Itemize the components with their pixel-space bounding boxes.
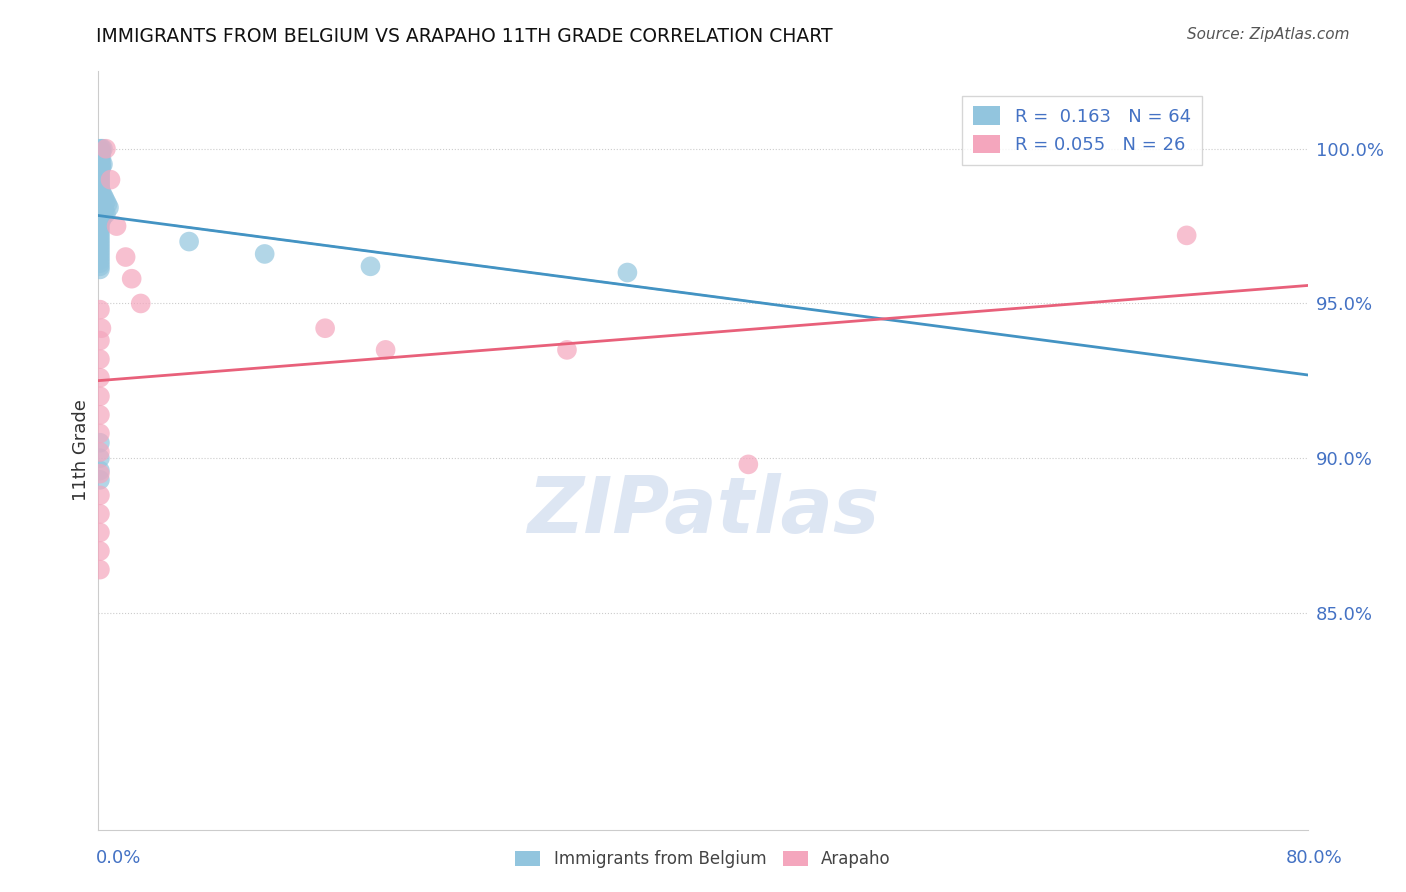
Point: [314, 321, 336, 335]
Point: [89, 166, 111, 180]
Point: [89, 445, 111, 459]
Point: [96, 197, 118, 211]
Point: [89, 563, 111, 577]
Point: [89, 262, 111, 277]
Point: [91, 188, 114, 202]
Point: [616, 266, 638, 280]
Point: [89, 178, 111, 193]
Point: [89, 228, 111, 243]
Point: [89, 473, 111, 487]
Point: [89, 370, 111, 384]
Point: [89, 163, 111, 178]
Point: [89, 235, 111, 249]
Point: [555, 343, 578, 357]
Point: [94, 194, 117, 209]
Point: [89, 148, 111, 162]
Point: [129, 296, 152, 310]
Point: [90, 321, 112, 335]
Point: [89, 169, 111, 184]
Point: [89, 237, 111, 252]
Legend: Immigrants from Belgium, Arapaho: Immigrants from Belgium, Arapaho: [509, 844, 897, 875]
Point: [89, 451, 111, 466]
Text: ZIPatlas: ZIPatlas: [527, 473, 879, 549]
Text: 80.0%: 80.0%: [1286, 849, 1343, 867]
Point: [89, 260, 111, 274]
Point: [89, 166, 111, 180]
Point: [90, 157, 112, 171]
Point: [89, 544, 111, 558]
Y-axis label: 11th Grade: 11th Grade: [72, 400, 90, 501]
Point: [89, 145, 111, 159]
Point: [89, 467, 111, 481]
Point: [89, 216, 111, 230]
Point: [253, 247, 276, 261]
Point: [93, 191, 115, 205]
Point: [89, 161, 111, 175]
Point: [89, 154, 111, 169]
Point: [90, 142, 112, 156]
Point: [94, 142, 117, 156]
Point: [91, 210, 114, 224]
Point: [374, 343, 396, 357]
Point: [89, 169, 111, 184]
Point: [89, 176, 111, 190]
Point: [89, 488, 111, 502]
Point: [89, 302, 111, 317]
Point: [89, 247, 111, 261]
Point: [89, 176, 111, 190]
Point: [90, 145, 112, 159]
Point: [114, 250, 136, 264]
Point: [89, 219, 111, 233]
Legend: R =  0.163   N = 64, R = 0.055   N = 26: R = 0.163 N = 64, R = 0.055 N = 26: [963, 95, 1202, 165]
Text: IMMIGRANTS FROM BELGIUM VS ARAPAHO 11TH GRADE CORRELATION CHART: IMMIGRANTS FROM BELGIUM VS ARAPAHO 11TH …: [96, 27, 832, 45]
Point: [89, 389, 111, 403]
Point: [89, 151, 111, 165]
Point: [89, 222, 111, 236]
Point: [89, 154, 111, 169]
Point: [89, 182, 111, 196]
Point: [89, 178, 111, 193]
Point: [89, 250, 111, 264]
Point: [89, 256, 111, 270]
Point: [89, 241, 111, 255]
Point: [100, 172, 122, 186]
Text: Source: ZipAtlas.com: Source: ZipAtlas.com: [1187, 27, 1350, 42]
Point: [89, 172, 111, 186]
Point: [105, 219, 128, 233]
Point: [89, 231, 111, 245]
Point: [121, 271, 143, 285]
Point: [98, 201, 121, 215]
Point: [89, 408, 111, 422]
Point: [89, 507, 111, 521]
Point: [89, 435, 111, 450]
Point: [89, 525, 111, 540]
Point: [89, 142, 111, 156]
Point: [90, 185, 112, 199]
Point: [89, 172, 111, 186]
Point: [89, 244, 111, 258]
Point: [91, 142, 114, 156]
Point: [360, 260, 382, 274]
Point: [89, 185, 111, 199]
Text: 0.0%: 0.0%: [96, 849, 141, 867]
Point: [91, 157, 114, 171]
Point: [89, 148, 111, 162]
Point: [1175, 228, 1198, 243]
Point: [90, 151, 112, 165]
Point: [89, 334, 111, 348]
Point: [179, 235, 201, 249]
Point: [89, 464, 111, 478]
Point: [90, 213, 112, 227]
Point: [93, 203, 115, 218]
Point: [90, 161, 112, 175]
Point: [89, 182, 111, 196]
Point: [89, 253, 111, 268]
Point: [94, 207, 117, 221]
Point: [89, 163, 111, 178]
Point: [89, 426, 111, 441]
Point: [89, 225, 111, 239]
Point: [89, 352, 111, 367]
Point: [737, 458, 759, 472]
